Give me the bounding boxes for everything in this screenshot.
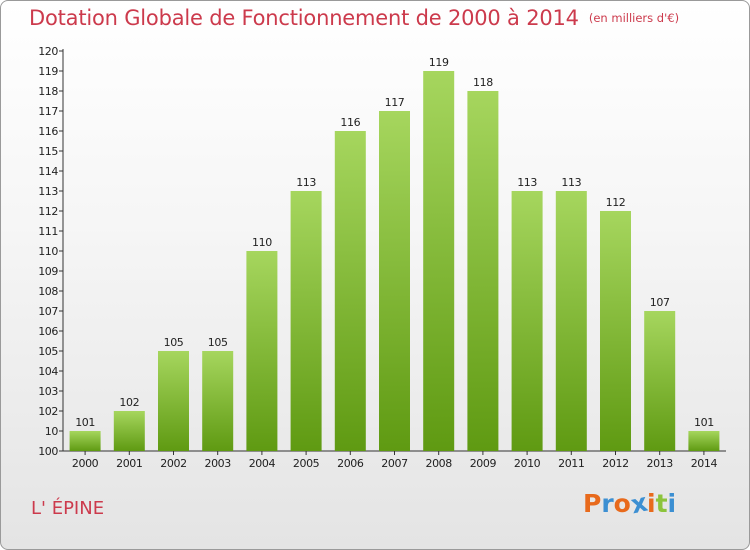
x-tick-label-2001: 2001 <box>116 457 142 470</box>
x-tick-label-2008: 2008 <box>425 457 452 470</box>
data-label-2007: 117 <box>385 96 405 109</box>
bar-2009 <box>467 91 499 451</box>
bar-2012 <box>600 211 631 451</box>
bar-2013 <box>644 311 676 451</box>
data-label-2004: 110 <box>252 236 272 249</box>
chart-subtitle: (en milliers d'€) <box>588 11 680 25</box>
y-tick-label: 108 <box>38 285 58 298</box>
y-tick-label: 118 <box>38 85 58 98</box>
bar-2006 <box>334 131 366 451</box>
y-tick-label: 110 <box>38 245 58 258</box>
y-tick-label: 115 <box>38 145 58 158</box>
bar-2008 <box>423 71 455 451</box>
data-label-2009: 118 <box>473 76 493 89</box>
bar-2003 <box>202 351 234 451</box>
data-label-2013: 107 <box>650 296 670 309</box>
y-tick-label: 102 <box>38 405 58 418</box>
bar-2010 <box>511 191 543 451</box>
data-label-2008: 119 <box>429 56 449 69</box>
x-tick-label-2006: 2006 <box>337 457 364 470</box>
x-tick-label-2012: 2012 <box>602 457 628 470</box>
x-tick-label-2005: 2005 <box>293 457 320 470</box>
x-tick-label-2000: 2000 <box>72 457 99 470</box>
data-label-2001: 102 <box>119 396 139 409</box>
logo-letter: i <box>647 489 656 518</box>
bar-2000 <box>69 431 101 451</box>
data-label-2000: 101 <box>75 416 95 429</box>
data-label-2012: 112 <box>606 196 626 209</box>
y-tick-label: 114 <box>38 165 58 178</box>
x-tick-label-2007: 2007 <box>381 457 408 470</box>
logo-letter: o <box>613 489 631 518</box>
x-tick-label-2011: 2011 <box>558 457 584 470</box>
logo-letter: i <box>667 489 677 518</box>
y-tick-label: 107 <box>38 305 58 318</box>
y-tick-label: 111 <box>38 225 58 238</box>
bar-2002 <box>158 351 189 451</box>
x-tick-label-2004: 2004 <box>249 457 276 470</box>
bars <box>69 71 720 451</box>
y-tick-label: 105 <box>38 345 58 358</box>
y-tick-label: 103 <box>38 385 58 398</box>
y-tick-label: 113 <box>38 185 58 198</box>
y-tick-label: 109 <box>38 265 58 278</box>
bar-2001 <box>113 411 145 451</box>
bar-2014 <box>688 431 720 451</box>
data-label-2014: 101 <box>694 416 714 429</box>
x-axis: 2000 2001 2002 2003 2004 2005 2006 2007 2008 2009… <box>72 451 718 470</box>
data-label-2002: 105 <box>164 336 184 349</box>
y-tick-label: 104 <box>38 365 58 378</box>
data-label-2005: 113 <box>296 176 316 189</box>
y-tick-label: 116 <box>38 125 58 138</box>
x-tick-label-2003: 2003 <box>204 457 231 470</box>
y-tick-label: 119 <box>38 65 58 78</box>
data-label-2003: 105 <box>208 336 228 349</box>
bar-2007 <box>379 111 410 451</box>
y-tick-label: 106 <box>38 325 58 338</box>
y-tick-label: 112 <box>38 205 58 218</box>
x-tick-label-2002: 2002 <box>160 457 186 470</box>
x-tick-label-2010: 2010 <box>514 457 541 470</box>
y-tick-label: 100 <box>38 445 58 458</box>
bar-2005 <box>290 191 322 451</box>
chart-title-text: Dotation Globale de Fonctionnement de 20… <box>29 6 579 30</box>
logo-letter: P <box>583 489 602 518</box>
data-labels: 101 102 105 105 110 113 116 117 119 118 113 113 112 1… <box>75 56 714 429</box>
chart-title: Dotation Globale de Fonctionnement de 20… <box>29 6 679 30</box>
y-tick-label: 10 <box>45 425 59 438</box>
bar-2011 <box>555 191 587 451</box>
y-tick-label: 117 <box>38 105 58 118</box>
data-label-2006: 116 <box>340 116 360 129</box>
x-tick-label-2009: 2009 <box>470 457 497 470</box>
logo-letter: r <box>601 489 614 518</box>
data-label-2010: 113 <box>517 176 537 189</box>
bar-2004 <box>246 251 278 451</box>
y-axis: 100 10 102 103 104 105 106 107 108 109 110 111 112 11… <box>38 45 726 458</box>
y-tick-label: 120 <box>38 45 58 58</box>
data-label-2011: 113 <box>561 176 581 189</box>
x-tick-label-2014: 2014 <box>691 457 718 470</box>
commune-name: L' ÉPINE <box>31 498 105 519</box>
proxiti-logo: Proxiti <box>583 488 677 520</box>
x-tick-label-2013: 2013 <box>646 457 673 470</box>
logo-letter: t <box>655 489 668 518</box>
